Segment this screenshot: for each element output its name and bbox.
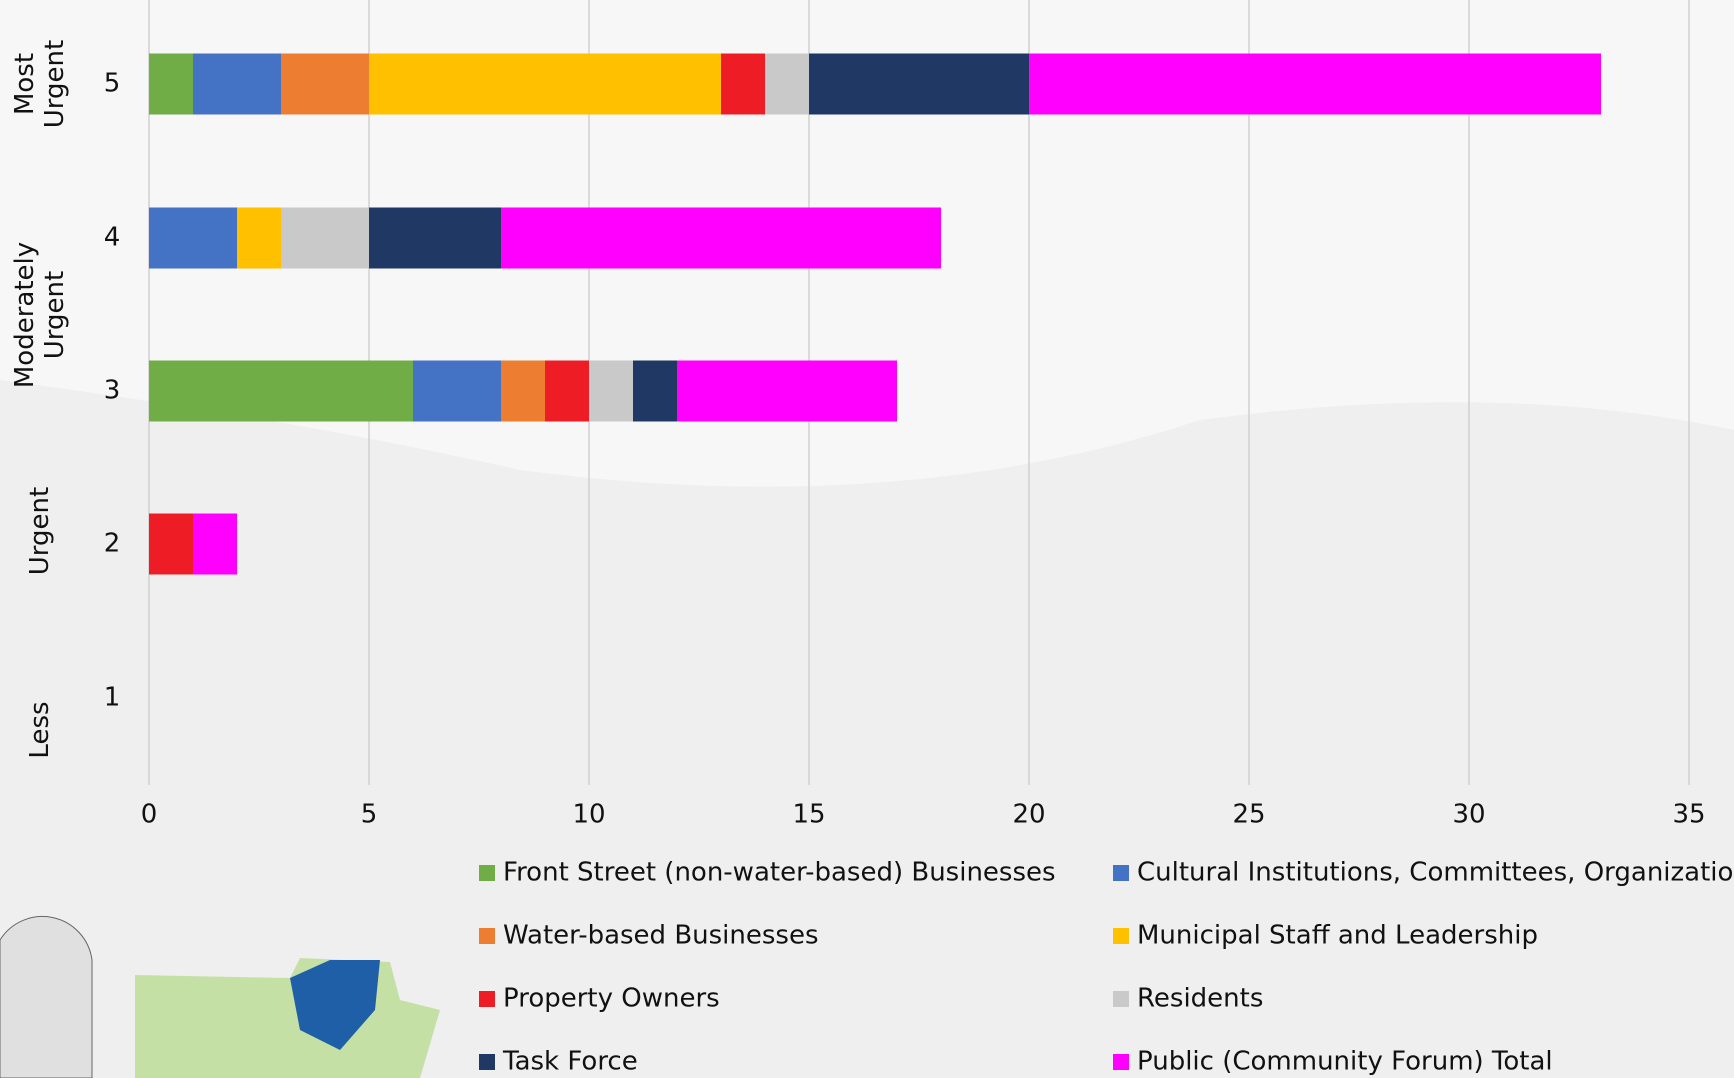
x-tick-label: 20: [1012, 800, 1045, 830]
bar-segment: [413, 360, 501, 422]
bar-segment: [149, 53, 193, 115]
legend-swatch: [479, 928, 495, 944]
legend-label: Property Owners: [503, 984, 720, 1014]
legend-label: Task Force: [502, 1047, 638, 1077]
y-tick-label: 1: [104, 683, 121, 713]
bar-segment: [193, 513, 237, 575]
bar-segment: [1029, 53, 1601, 115]
bar-segment: [281, 207, 369, 269]
background-photo: [0, 380, 1734, 1078]
bar-segment: [369, 53, 721, 115]
bar-segment: [369, 207, 501, 269]
category-group-label: Less: [25, 701, 55, 758]
bar-segment: [677, 360, 897, 422]
seal-logo: [0, 916, 93, 1078]
legend-label: Municipal Staff and Leadership: [1137, 921, 1538, 951]
bar-segment: [545, 360, 589, 422]
category-group-label: Urgent: [25, 487, 55, 575]
legend-swatch: [479, 991, 495, 1007]
category-group-line: Most: [10, 53, 40, 115]
y-tick-label: 4: [104, 223, 121, 253]
bar-segment: [149, 360, 413, 422]
bar-segment: [149, 513, 193, 575]
legend-swatch: [1113, 928, 1129, 944]
bar-segment: [281, 53, 369, 115]
bar-segment: [633, 360, 677, 422]
bar-segment: [809, 53, 1029, 115]
x-tick-label: 25: [1232, 800, 1265, 830]
legend-swatch: [1113, 865, 1129, 881]
x-tick-label: 30: [1452, 800, 1485, 830]
category-group-line: Less: [25, 701, 55, 758]
bar-segment: [501, 360, 545, 422]
x-tick-label: 10: [572, 800, 605, 830]
category-group-line: Moderately: [10, 242, 40, 388]
x-tick-label: 5: [361, 800, 378, 830]
y-tick-label: 2: [104, 529, 121, 559]
legend-swatch: [479, 1054, 495, 1070]
bar-segment: [237, 207, 281, 269]
x-tick-label: 0: [141, 800, 158, 830]
legend-swatch: [1113, 1054, 1129, 1070]
legend-swatch: [1113, 991, 1129, 1007]
y-tick-label: 3: [104, 376, 121, 406]
mapc-logo-region: [290, 960, 380, 1050]
legend-label: Water-based Businesses: [503, 921, 819, 951]
bar-segment: [501, 207, 941, 269]
category-group-line: Urgent: [40, 40, 70, 128]
legend-label: Residents: [1137, 984, 1263, 1014]
category-group-line: Urgent: [40, 271, 70, 359]
legend-swatch: [479, 865, 495, 881]
category-group-label: ModeratelyUrgent: [10, 242, 70, 388]
category-group-label: MostUrgent: [10, 40, 70, 128]
bar-segment: [589, 360, 633, 422]
x-tick-label: 35: [1672, 800, 1705, 830]
bar-segment: [193, 53, 281, 115]
x-tick-label: 15: [792, 800, 825, 830]
bar-segment: [765, 53, 809, 115]
bar-segment: [721, 53, 765, 115]
category-group-line: Urgent: [25, 487, 55, 575]
legend-label: Cultural Institutions, Committees, Organ…: [1137, 858, 1734, 888]
legend-label: Public (Community Forum) Total: [1137, 1047, 1553, 1077]
bar-segment: [149, 207, 237, 269]
y-tick-label: 5: [104, 69, 121, 99]
legend-label: Front Street (non-water-based) Businesse…: [503, 858, 1056, 888]
